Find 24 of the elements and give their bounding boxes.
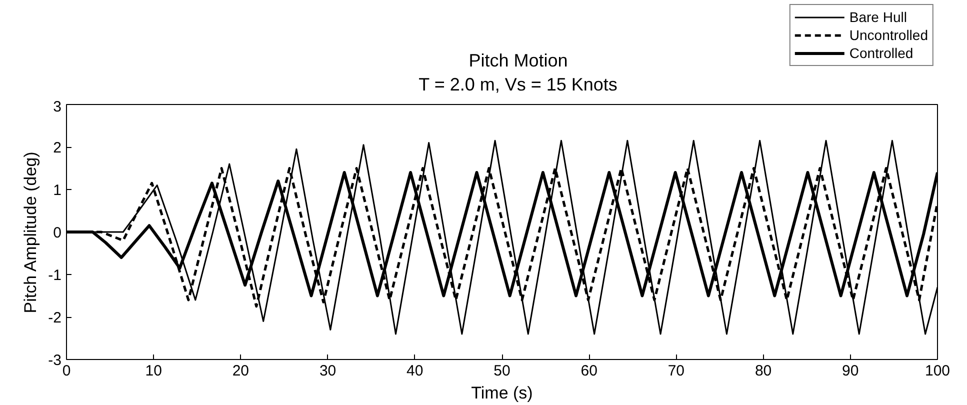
- y-tick-label: 3: [53, 98, 62, 116]
- y-tick-label: 1: [53, 182, 62, 199]
- x-tick-label: 50: [494, 362, 510, 380]
- chart-title: Pitch Motion: [468, 50, 568, 70]
- y-tick-label: 0: [53, 224, 62, 242]
- y-axis-title: Pitch Amplitude (deg): [21, 152, 40, 314]
- x-tick-label: 20: [232, 362, 250, 380]
- x-tick-label: 40: [406, 362, 424, 380]
- x-tick-label: 70: [668, 362, 685, 380]
- y-tick-label: 2: [53, 140, 62, 156]
- x-axis-title: Time (s): [471, 384, 533, 402]
- chart-subtitle: T = 2.0 m, Vs = 15 Knots: [418, 74, 618, 94]
- x-tick-label: 80: [754, 362, 772, 380]
- y-tick-label: -3: [48, 352, 62, 369]
- x-tick-label: 10: [145, 362, 162, 380]
- x-tick-label: 100: [924, 362, 950, 380]
- y-tick-label: -1: [48, 267, 62, 284]
- x-tick-label: 60: [580, 362, 598, 380]
- y-tick-label: -2: [48, 310, 62, 326]
- legend-label: Uncontrolled: [849, 27, 928, 43]
- legend-label: Bare Hull: [849, 9, 907, 25]
- x-tick-label: 30: [319, 362, 336, 380]
- legend-label: Controlled: [849, 45, 914, 61]
- x-tick-label: 90: [842, 362, 859, 380]
